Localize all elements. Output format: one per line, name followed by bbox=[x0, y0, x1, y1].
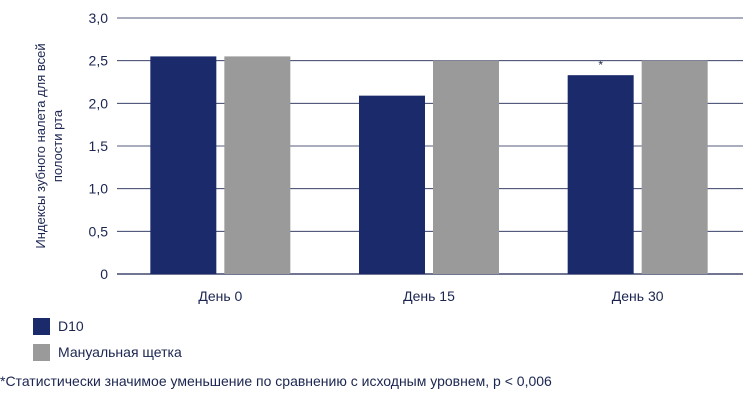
y-tick-label: 1,5 bbox=[89, 138, 109, 154]
legend-label-manual-brush: Мануальная щетка bbox=[58, 344, 182, 360]
y-tick-label: 0 bbox=[100, 266, 108, 282]
bar-d10 bbox=[359, 95, 425, 274]
legend-item-d10: D10 bbox=[33, 315, 182, 337]
legend-swatch-d10 bbox=[33, 317, 50, 335]
y-tick-label: 0,5 bbox=[89, 223, 109, 239]
bar-d10 bbox=[150, 56, 217, 275]
bar-d10 bbox=[567, 75, 634, 274]
y-tick-label: 3,0 bbox=[89, 10, 109, 26]
y-axis-title: Индексы зубного налета для всей bbox=[33, 43, 48, 248]
legend-label-d10: D10 bbox=[58, 318, 84, 334]
significance-asterisk: * bbox=[598, 58, 603, 72]
bar-manual-brush bbox=[433, 60, 499, 274]
bar-chart: 0 0,5 1,0 1,5 2,0 2,5 3,0 Индексы зубного налет… bbox=[33, 10, 743, 304]
legend: D10 Мануальная щетка bbox=[33, 315, 182, 367]
y-tick-label: 2,5 bbox=[89, 53, 109, 69]
y-tick-label: 2,0 bbox=[89, 95, 109, 111]
y-axis-title: полости рта bbox=[50, 109, 65, 182]
x-tick-label: День 15 bbox=[403, 288, 455, 304]
bar-manual-brush bbox=[224, 56, 291, 275]
footnote: *Статистически значимое уменьшение по ср… bbox=[0, 373, 552, 389]
x-tick-label: День 30 bbox=[612, 288, 664, 304]
y-tick-label: 1,0 bbox=[89, 181, 109, 197]
legend-swatch-manual-brush bbox=[33, 343, 50, 361]
bar-manual-brush bbox=[641, 60, 708, 274]
x-tick-label: День 0 bbox=[198, 288, 242, 304]
legend-item-manual-brush: Мануальная щетка bbox=[33, 341, 182, 363]
